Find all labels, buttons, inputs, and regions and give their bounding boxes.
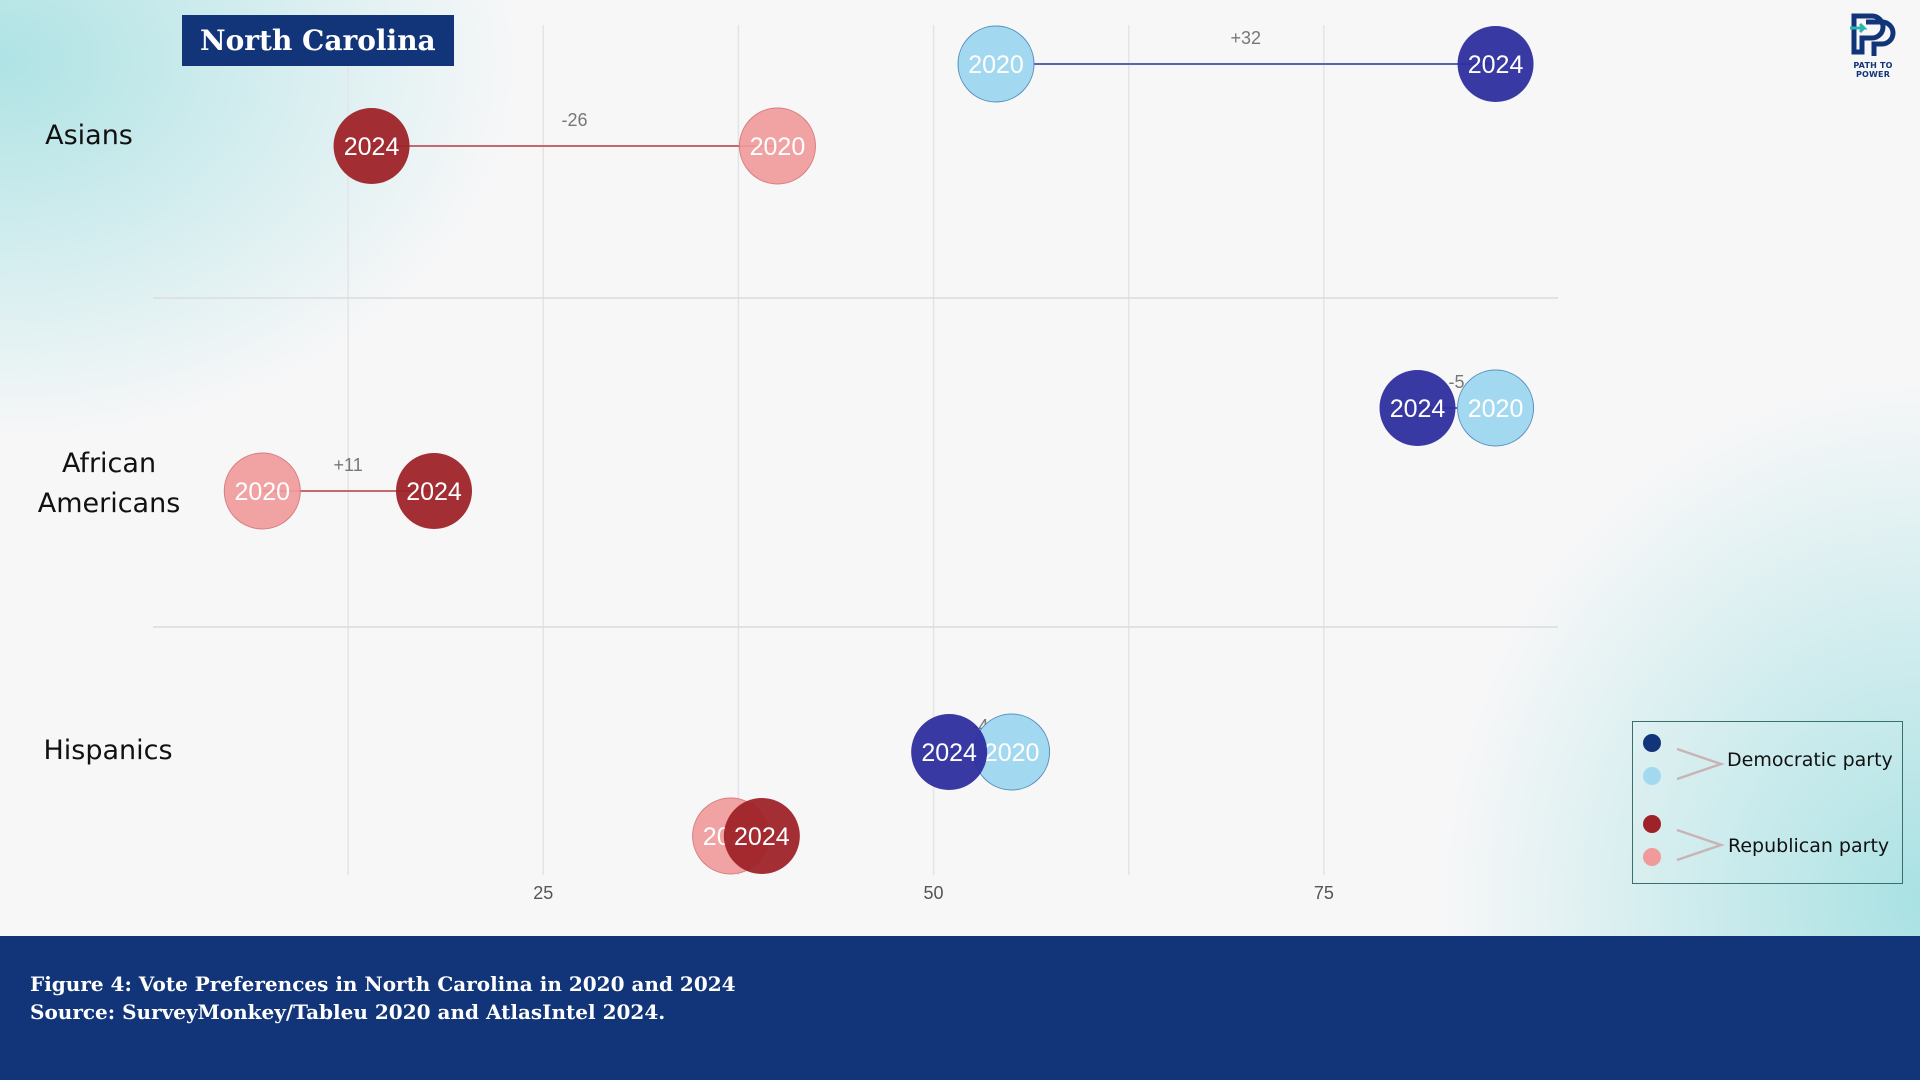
row-label-african-americans: African Americans (37, 448, 181, 519)
legend-label-dem: Democratic party (1727, 749, 1893, 771)
dot-2024-dem-hispanics (911, 714, 988, 790)
legend-brackets (1676, 747, 1725, 862)
dot-label-2024-rep-hispanics: 2024 (734, 823, 790, 851)
legend-dot-rep-2020 (1643, 848, 1661, 866)
legend-label-rep: Republican party (1728, 835, 1890, 857)
background (0, 0, 1920, 936)
dot-2024-dem-african-americans (1379, 370, 1456, 446)
logo-text: PATH TO POWER (1853, 61, 1893, 79)
legend-dot-dem-2024 (1643, 734, 1661, 752)
dot-2020-dem-african-americans (1457, 369, 1535, 447)
row-label-asians: Asians (45, 120, 133, 151)
change-label-rep-asians: -26 (561, 110, 587, 130)
dot-label-2020-rep-asians: 2020 (750, 133, 806, 161)
dot-label-2020-dem-hispanics: 2020 (984, 739, 1040, 767)
legend: Democratic party Republican party (1632, 721, 1903, 884)
path-to-power-logo-icon (1850, 13, 1896, 56)
figure-caption: Figure 4: Vote Preferences in North Caro… (30, 972, 736, 996)
dot-2020-rep-asians (738, 107, 816, 185)
x-tick-label: 75 (1314, 883, 1334, 903)
path-to-power-logo: PATH TO POWER (1836, 10, 1910, 79)
dot-2024-dem-asians (1457, 26, 1534, 102)
x-tick-label: 25 (533, 883, 553, 903)
change-label-dem-african-americans: -5 (1449, 372, 1465, 392)
dot-label-2024-rep-african-americans: 2024 (406, 478, 462, 506)
dot-label-2024-rep-asians: 2024 (344, 133, 400, 161)
x-tick-label: 50 (924, 883, 944, 903)
dot-2020-dem-asians (957, 25, 1035, 103)
footer: Figure 4: Vote Preferences in North Caro… (0, 936, 1920, 1080)
legend-bracket-rep (1676, 828, 1725, 862)
dot-2024-rep-asians (333, 108, 410, 184)
change-label-dem-asians: +32 (1231, 28, 1262, 48)
dot-label-2024-dem-hispanics: 2024 (921, 739, 977, 767)
dot-label-2020-dem-african-americans: 2020 (1468, 395, 1524, 423)
dot-label-2020-dem-asians: 2020 (968, 51, 1024, 79)
legend-dot-dem-2020 (1643, 767, 1661, 785)
dot-2024-rep-african-americans (396, 453, 472, 529)
dot-2020-rep-african-americans (223, 452, 301, 530)
dot-label-2024-dem-african-americans: 2024 (1390, 395, 1446, 423)
change-label-rep-african-americans: +11 (334, 455, 363, 475)
dot-label-2020-rep-african-americans: 2020 (234, 478, 290, 506)
source-caption: Source: SurveyMonkey/Tableu 2020 and Atl… (30, 1000, 666, 1024)
dot-2024-rep-hispanics (723, 798, 800, 874)
state-title: North Carolina (182, 15, 454, 66)
dot-label-2024-dem-asians: 2024 (1468, 51, 1524, 79)
legend-dot-rep-2024 (1643, 815, 1661, 833)
row-label-hispanics: Hispanics (43, 735, 173, 766)
legend-bracket-dem (1676, 747, 1725, 781)
